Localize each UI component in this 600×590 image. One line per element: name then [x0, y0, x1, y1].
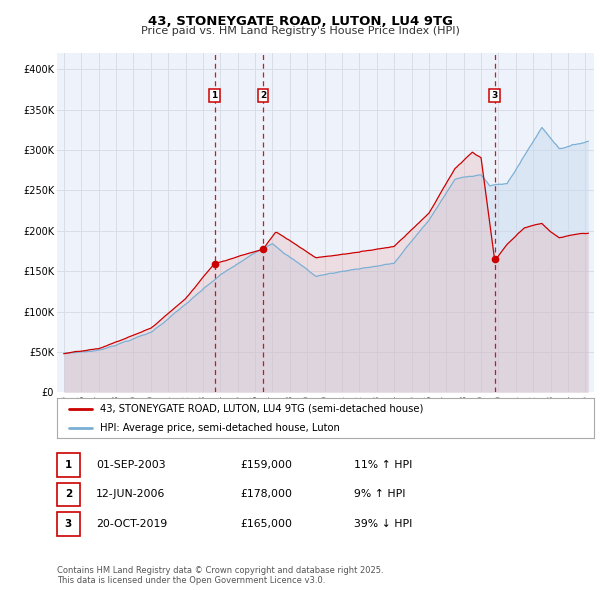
Text: £178,000: £178,000 — [240, 490, 292, 499]
Text: 43, STONEYGATE ROAD, LUTON, LU4 9TG (semi-detached house): 43, STONEYGATE ROAD, LUTON, LU4 9TG (sem… — [100, 404, 424, 414]
Text: 1: 1 — [65, 460, 72, 470]
Text: 3: 3 — [491, 91, 498, 100]
Text: £159,000: £159,000 — [240, 460, 292, 470]
Text: 1: 1 — [211, 91, 218, 100]
Text: HPI: Average price, semi-detached house, Luton: HPI: Average price, semi-detached house,… — [100, 423, 340, 432]
Text: Price paid vs. HM Land Registry's House Price Index (HPI): Price paid vs. HM Land Registry's House … — [140, 26, 460, 36]
Text: 43, STONEYGATE ROAD, LUTON, LU4 9TG: 43, STONEYGATE ROAD, LUTON, LU4 9TG — [148, 15, 452, 28]
Text: £165,000: £165,000 — [240, 519, 292, 529]
Text: 12-JUN-2006: 12-JUN-2006 — [96, 490, 166, 499]
Text: 11% ↑ HPI: 11% ↑ HPI — [354, 460, 412, 470]
Text: 2: 2 — [260, 91, 266, 100]
Text: 20-OCT-2019: 20-OCT-2019 — [96, 519, 167, 529]
Text: 3: 3 — [65, 519, 72, 529]
Text: Contains HM Land Registry data © Crown copyright and database right 2025.
This d: Contains HM Land Registry data © Crown c… — [57, 566, 383, 585]
Text: 01-SEP-2003: 01-SEP-2003 — [96, 460, 166, 470]
Text: 2: 2 — [65, 490, 72, 499]
Text: 9% ↑ HPI: 9% ↑ HPI — [354, 490, 406, 499]
Text: 39% ↓ HPI: 39% ↓ HPI — [354, 519, 412, 529]
